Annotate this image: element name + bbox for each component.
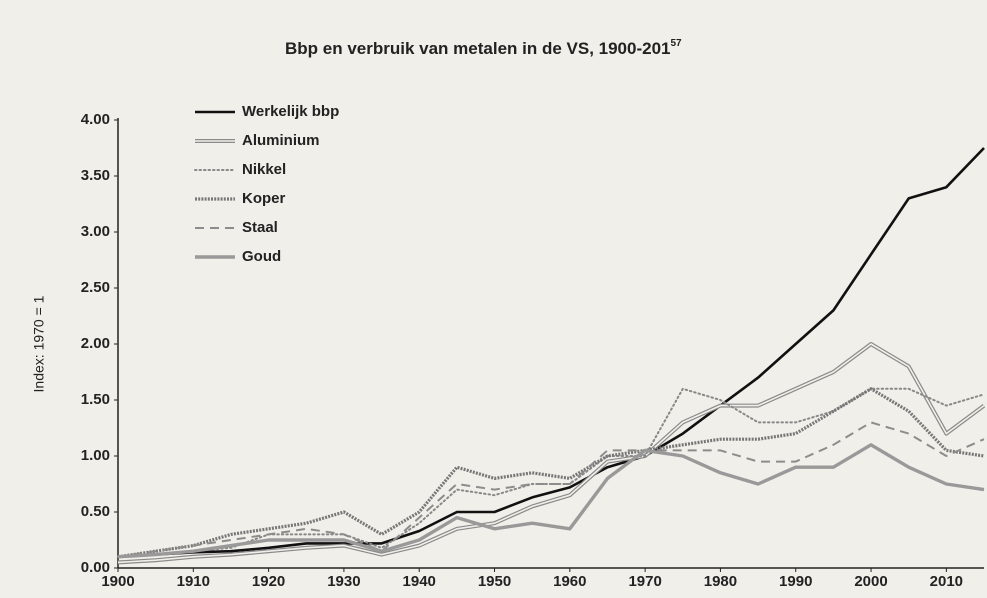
x-tick-label: 1940 [403, 573, 436, 590]
x-tick-label: 1970 [628, 573, 661, 590]
legend-label: Nikkel [242, 161, 286, 178]
x-tick-label: 1950 [478, 573, 511, 590]
x-tick-label: 2010 [930, 573, 963, 590]
y-tick-label: 3.50 [81, 167, 110, 184]
series-line [117, 443, 985, 559]
y-tick-label: 0.50 [81, 503, 110, 520]
series-line [117, 421, 985, 558]
x-tick-label: 1980 [704, 573, 737, 590]
x-tick-label: 1930 [327, 573, 360, 590]
x-tick-label: 1960 [553, 573, 586, 590]
y-tick-label: 2.50 [81, 279, 110, 296]
y-tick-label: 2.00 [81, 335, 110, 352]
series-line [117, 147, 985, 559]
chart-title: Bbp en verbruik van metalen in de VS, 19… [285, 38, 682, 59]
title-footnote: 57 [671, 38, 683, 49]
legend-label: Koper [242, 190, 286, 207]
x-tick-label: 1900 [101, 573, 134, 590]
x-tick-label: 1920 [252, 573, 285, 590]
series-line [117, 343, 985, 564]
x-tick-label: 1990 [779, 573, 812, 590]
y-tick-label: 4.00 [81, 111, 110, 128]
y-axis-label: Index: 1970 = 1 [31, 295, 47, 392]
y-tick-label: 1.50 [81, 391, 110, 408]
legend-label: Goud [242, 248, 281, 265]
y-tick-label: 0.00 [81, 559, 110, 576]
legend-label: Staal [242, 219, 278, 236]
legend-label: Werkelijk bbp [242, 103, 339, 120]
y-tick-label: 1.00 [81, 447, 110, 464]
legend-label: Aluminium [242, 132, 320, 149]
title-text: Bbp en verbruik van metalen in de VS, 19… [285, 39, 671, 58]
x-tick-label: 1910 [177, 573, 210, 590]
x-tick-label: 2000 [854, 573, 887, 590]
y-tick-label: 3.00 [81, 223, 110, 240]
